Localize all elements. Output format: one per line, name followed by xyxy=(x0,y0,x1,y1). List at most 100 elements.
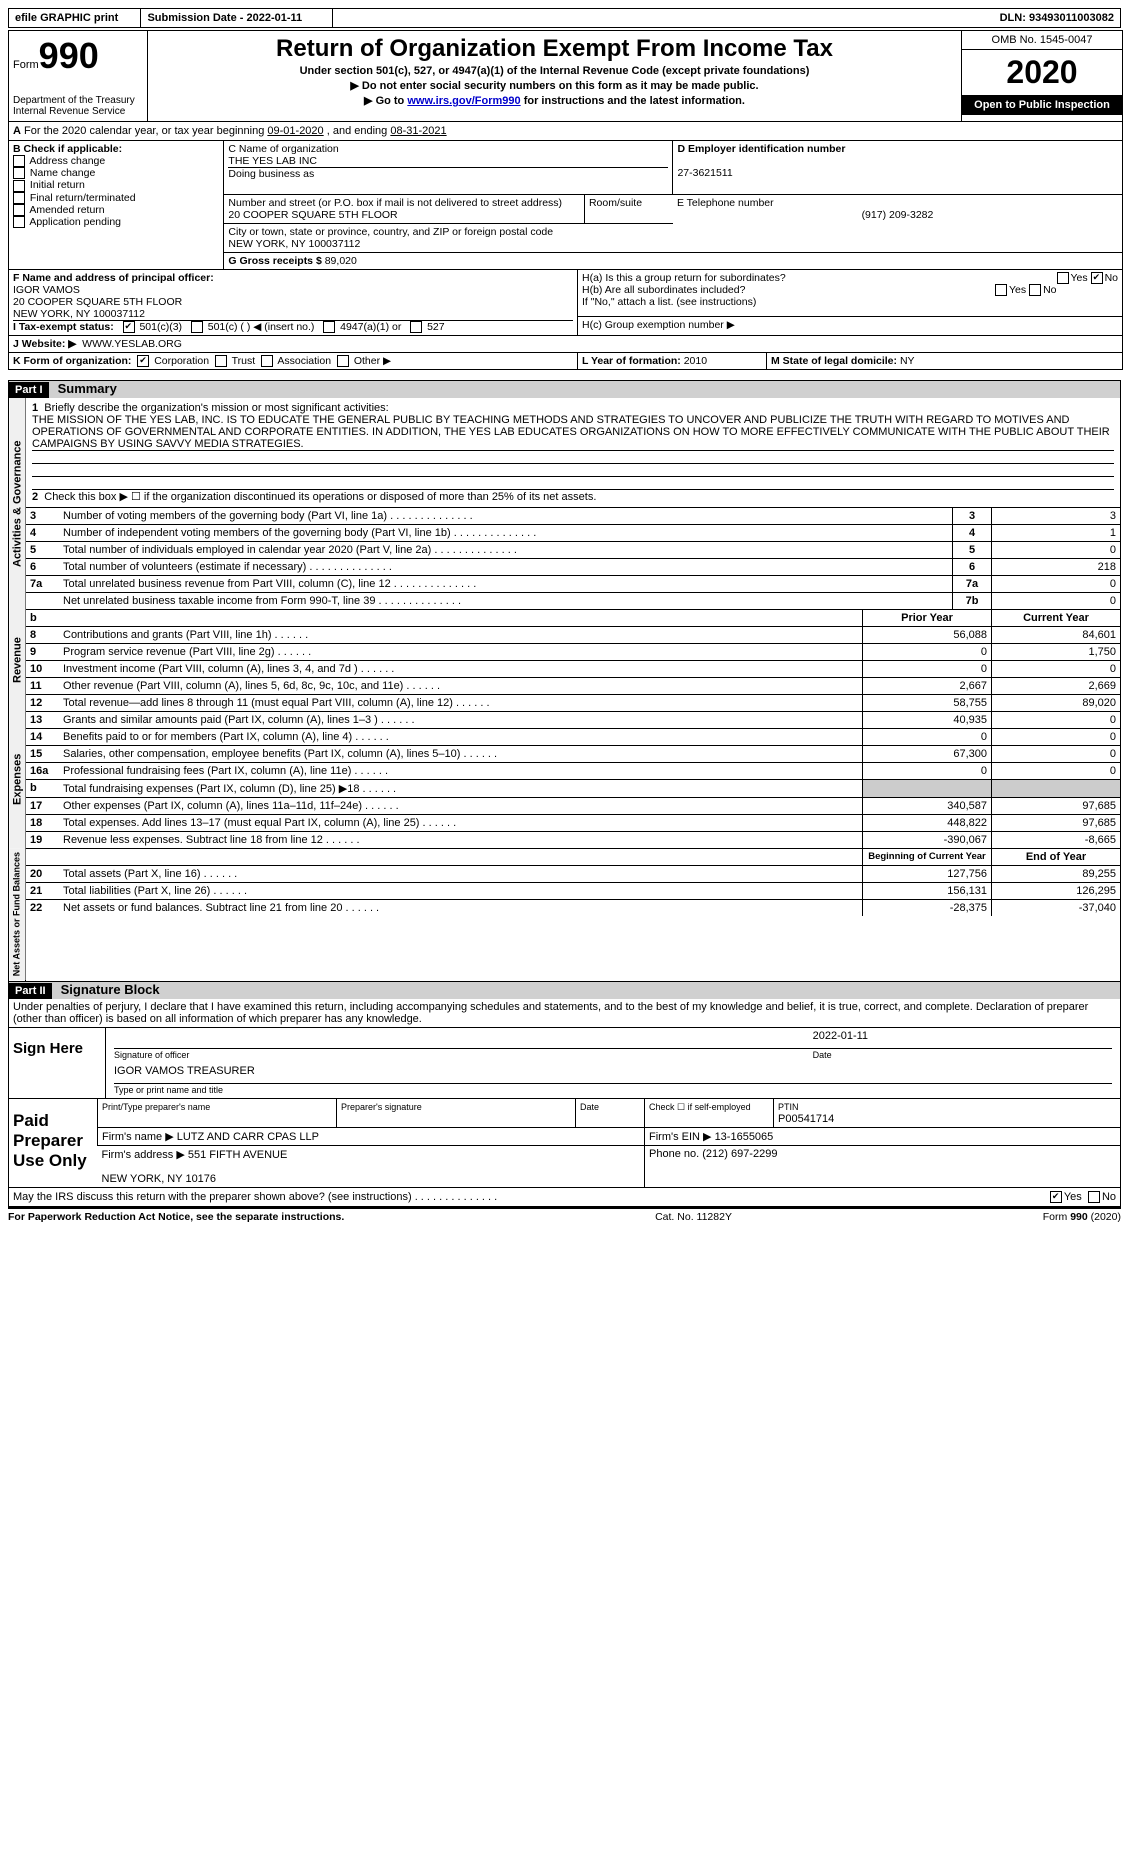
chk-assoc[interactable] xyxy=(261,355,273,367)
dept-treasury: Department of the Treasury Internal Reve… xyxy=(13,95,143,117)
ptin: P00541714 xyxy=(778,1113,834,1125)
officer-addr2: NEW YORK, NY 100037112 xyxy=(13,308,145,320)
form-title: Return of Organization Exempt From Incom… xyxy=(156,35,953,63)
form-word: Form xyxy=(13,59,39,71)
chk-corp[interactable] xyxy=(137,355,149,367)
hb-note: If "No," attach a list. (see instruction… xyxy=(582,296,756,308)
form-frame: Form990 Department of the Treasury Inter… xyxy=(8,30,1123,370)
i-label: I Tax-exempt status: xyxy=(13,321,114,333)
dln-value: 93493011003082 xyxy=(1029,12,1114,24)
top-bar: efile GRAPHIC print Submission Date - 20… xyxy=(8,8,1121,28)
g-label: G Gross receipts $ xyxy=(228,255,321,267)
officer-grid: F Name and address of principal officer:… xyxy=(9,269,1122,352)
chk-final[interactable] xyxy=(13,192,25,204)
f-label: F Name and address of principal officer: xyxy=(13,272,214,284)
form-number: 990 xyxy=(39,35,99,76)
hc-label: H(c) Group exemption number ▶ xyxy=(582,319,735,331)
hb-label: H(b) Are all subordinates included? xyxy=(582,284,745,296)
m-label: M State of legal domicile: xyxy=(771,355,897,367)
irs-link[interactable]: www.irs.gov/Form990 xyxy=(407,95,520,107)
j-label: J Website: ▶ xyxy=(13,338,76,350)
self-employed-label: Check ☐ if self-employed xyxy=(649,1102,751,1112)
paid-preparer-block: Paid Preparer Use Only Print/Type prepar… xyxy=(9,1098,1120,1187)
ptin-label: PTIN xyxy=(778,1102,799,1112)
dln-label: DLN: xyxy=(1000,12,1026,24)
ptp-label: Print/Type preparer's name xyxy=(102,1102,210,1112)
ein: 27-3621511 xyxy=(677,167,732,179)
year-formation: 2010 xyxy=(684,355,707,367)
org-name: THE YES LAB INC xyxy=(228,155,317,167)
chk-amended[interactable] xyxy=(13,204,25,216)
chk-4947[interactable] xyxy=(323,321,335,333)
tax-year-begin: 09-01-2020 xyxy=(267,125,323,137)
firm-addr1: 551 FIFTH AVENUE xyxy=(188,1149,287,1161)
mission-text: THE MISSION OF THE YES LAB, INC. IS TO E… xyxy=(32,414,1110,450)
officer-printed: IGOR VAMOS TREASURER xyxy=(114,1065,1112,1084)
street-address: 20 COOPER SQUARE 5TH FLOOR xyxy=(228,209,397,221)
cat-no: Cat. No. 11282Y xyxy=(655,1211,732,1223)
l2-text: Check this box ▶ ☐ if the organization d… xyxy=(44,491,596,503)
tax-year: 2020 xyxy=(962,50,1122,95)
chk-discuss-yes[interactable] xyxy=(1050,1191,1062,1203)
chk-initial[interactable] xyxy=(13,180,25,192)
chk-ha-yes[interactable] xyxy=(1057,272,1069,284)
part1-bar: Part I xyxy=(9,382,49,398)
chk-527[interactable] xyxy=(410,321,422,333)
part1-title: Summary xyxy=(52,379,123,398)
submission-date: Submission Date - 2022-01-11 xyxy=(141,9,332,28)
date-label: Date xyxy=(813,1050,832,1060)
part-1: Part I Summary Activities & Governance 1… xyxy=(8,380,1121,981)
city-state-zip: NEW YORK, NY 100037112 xyxy=(228,238,360,250)
chk-501c3[interactable] xyxy=(123,321,135,333)
pdate-label: Date xyxy=(580,1102,599,1112)
firm-ein-label: Firm's EIN ▶ xyxy=(649,1131,712,1143)
sign-here-block: Sign Here Signature of officer 2022-01-1… xyxy=(9,1027,1120,1098)
domicile: NY xyxy=(900,355,915,367)
telephone: (917) 209-3282 xyxy=(862,209,934,221)
page-footer: For Paperwork Reduction Act Notice, see … xyxy=(8,1207,1121,1223)
ssn-note: Do not enter social security numbers on … xyxy=(156,79,953,92)
rev-table: b Prior Year Current Year 8Contributions… xyxy=(26,609,1120,711)
sig-date: 2022-01-11 xyxy=(813,1030,1112,1049)
exp-table: 13Grants and similar amounts paid (Part … xyxy=(26,711,1120,848)
chk-discuss-no[interactable] xyxy=(1088,1191,1100,1203)
open-inspection: Open to Public Inspection xyxy=(962,95,1122,115)
d-label: D Employer identification number xyxy=(677,143,845,155)
tab-activities: Activities & Governance xyxy=(9,398,26,609)
k-label: K Form of organization: xyxy=(13,355,131,367)
firm-addr-label: Firm's address ▶ xyxy=(102,1149,185,1161)
pra-notice: For Paperwork Reduction Act Notice, see … xyxy=(8,1211,344,1223)
bcy-header: Beginning of Current Year xyxy=(863,849,992,866)
current-year-header: Current Year xyxy=(992,610,1121,627)
chk-501c[interactable] xyxy=(191,321,203,333)
chk-address[interactable] xyxy=(13,155,25,167)
part2-bar: Part II xyxy=(9,983,52,999)
sign-here-label: Sign Here xyxy=(9,1027,97,1098)
officer-name: IGOR VAMOS xyxy=(13,284,80,296)
chk-ha-no[interactable] xyxy=(1091,272,1103,284)
chk-hb-yes[interactable] xyxy=(995,284,1007,296)
form-header: Form990 Department of the Treasury Inter… xyxy=(9,31,1122,121)
firm-addr2: NEW YORK, NY 10176 xyxy=(102,1173,217,1185)
tab-expenses: Expenses xyxy=(9,711,26,848)
tab-net-assets: Net Assets or Fund Balances xyxy=(9,848,26,980)
website: WWW.YESLAB.ORG xyxy=(82,338,182,350)
type-name-label: Type or print name and title xyxy=(114,1085,223,1095)
part-2: Part II Signature Block Under penalties … xyxy=(8,982,1121,1207)
chk-trust[interactable] xyxy=(215,355,227,367)
chk-hb-no[interactable] xyxy=(1029,284,1041,296)
part2-title: Signature Block xyxy=(55,980,166,999)
phone-label: Phone no. xyxy=(649,1148,699,1160)
tax-year-end: 08-31-2021 xyxy=(390,125,446,137)
row-a-label: A xyxy=(13,125,21,137)
room-label: Room/suite xyxy=(589,197,642,209)
firm-name: LUTZ AND CARR CPAS LLP xyxy=(177,1131,319,1143)
chk-other[interactable] xyxy=(337,355,349,367)
tab-revenue: Revenue xyxy=(9,609,26,711)
efile-label: efile GRAPHIC print xyxy=(9,9,141,28)
chk-name[interactable] xyxy=(13,167,25,179)
b-header: B Check if applicable: xyxy=(13,143,122,155)
dba-label: Doing business as xyxy=(228,168,314,180)
eoy-header: End of Year xyxy=(992,849,1121,866)
chk-app[interactable] xyxy=(13,216,25,228)
